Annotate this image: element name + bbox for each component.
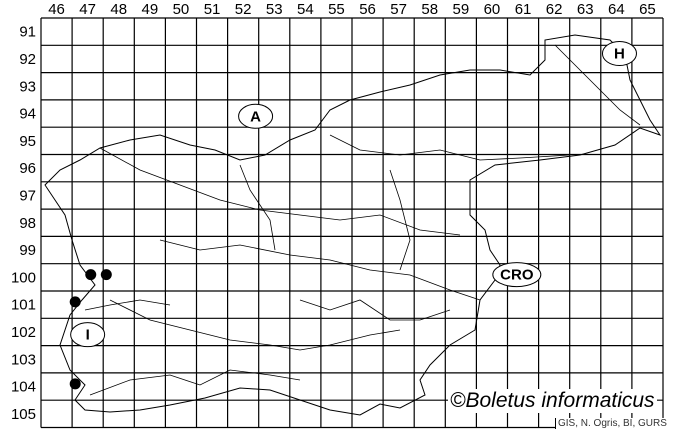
grid-labels: 46 47 48 49 50 51 52 53 54 55 56 57 58 59 60 61 62 63 64 65… — [11, 1, 656, 423]
country-label-a: A — [250, 108, 261, 125]
slovenia-border — [44, 34, 662, 416]
column-label: 46 — [48, 1, 65, 18]
row-label: 95 — [19, 133, 36, 150]
row-label: 97 — [19, 187, 36, 204]
credit-text: GIS, N. Ogris, BI, GURS — [555, 418, 669, 429]
row-label: 101 — [11, 297, 36, 314]
record-dot — [85, 269, 97, 281]
country-label-i: I — [86, 327, 90, 344]
row-label: 91 — [19, 24, 36, 41]
record-dot — [69, 378, 81, 390]
row-label: 102 — [11, 324, 36, 341]
row-label: 100 — [11, 269, 36, 286]
column-label: 64 — [608, 1, 625, 18]
row-label: 103 — [11, 351, 36, 368]
column-label: 47 — [79, 1, 96, 18]
column-label: 53 — [266, 1, 283, 18]
column-label: 65 — [639, 1, 656, 18]
country-label-h: H — [614, 45, 625, 62]
country-labels: A H CRO I — [70, 40, 637, 348]
row-label: 96 — [19, 160, 36, 177]
column-label: 49 — [142, 1, 159, 18]
row-label: 104 — [11, 379, 36, 396]
column-label: 51 — [204, 1, 221, 18]
row-label: 94 — [19, 106, 36, 123]
country-ellipse — [70, 322, 106, 348]
column-label: 59 — [453, 1, 470, 18]
column-label: 58 — [421, 1, 438, 18]
copyright-text: ©Boletus informaticus — [448, 389, 657, 413]
column-label: 48 — [110, 1, 127, 18]
column-label: 50 — [173, 1, 190, 18]
column-label: 63 — [577, 1, 594, 18]
row-label: 98 — [19, 215, 36, 232]
column-label: 62 — [546, 1, 563, 18]
column-label: 60 — [484, 1, 501, 18]
column-label: 61 — [515, 1, 532, 18]
record-dot — [100, 269, 112, 281]
row-label: 93 — [19, 78, 36, 95]
row-label: 92 — [19, 51, 36, 68]
country-ellipse — [238, 103, 274, 129]
column-label: 56 — [359, 1, 376, 18]
row-label: 105 — [11, 406, 36, 423]
column-label: 57 — [390, 1, 407, 18]
row-label: 99 — [19, 242, 36, 259]
column-label: 52 — [235, 1, 252, 18]
grid — [40, 17, 664, 429]
column-label: 55 — [328, 1, 345, 18]
country-label-cro: CRO — [500, 267, 534, 284]
record-dot — [69, 296, 81, 308]
country-ellipse — [492, 262, 542, 288]
country-ellipse — [601, 40, 637, 66]
column-label: 54 — [297, 1, 314, 18]
record-dots — [69, 269, 112, 390]
rivers — [84, 44, 641, 396]
